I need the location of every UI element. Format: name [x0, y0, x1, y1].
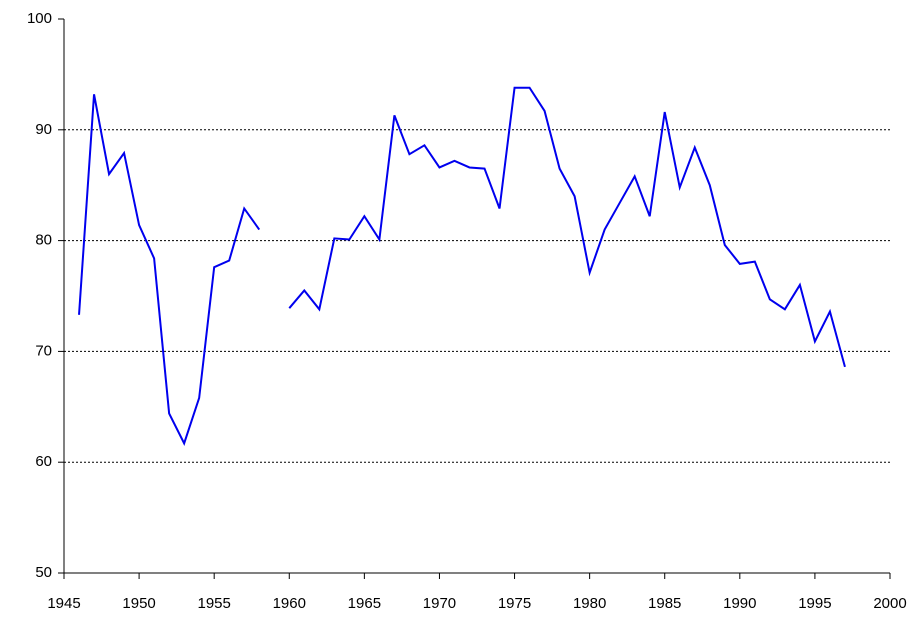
x-tick-label: 1945 — [47, 595, 80, 612]
x-tick-label: 1950 — [122, 595, 155, 612]
y-tick-label: 60 — [35, 453, 52, 470]
x-tick-label: 2000 — [873, 595, 906, 612]
x-tick-label: 1975 — [498, 595, 531, 612]
x-tick-label: 1960 — [273, 595, 306, 612]
x-tick-label: 1955 — [197, 595, 230, 612]
y-tick-label: 90 — [35, 121, 52, 138]
y-tick-label: 50 — [35, 564, 52, 581]
x-tick-label: 1995 — [798, 595, 831, 612]
x-tick-label: 1970 — [423, 595, 456, 612]
y-tick-label: 100 — [27, 10, 52, 27]
line-series — [78, 86, 846, 446]
x-tick-label: 1990 — [723, 595, 756, 612]
x-tick-label: 1985 — [648, 595, 681, 612]
y-tick-label: 80 — [35, 232, 52, 249]
x-tick-label: 1980 — [573, 595, 606, 612]
y-tick-label: 70 — [35, 342, 52, 359]
x-tick-label: 1965 — [348, 595, 381, 612]
